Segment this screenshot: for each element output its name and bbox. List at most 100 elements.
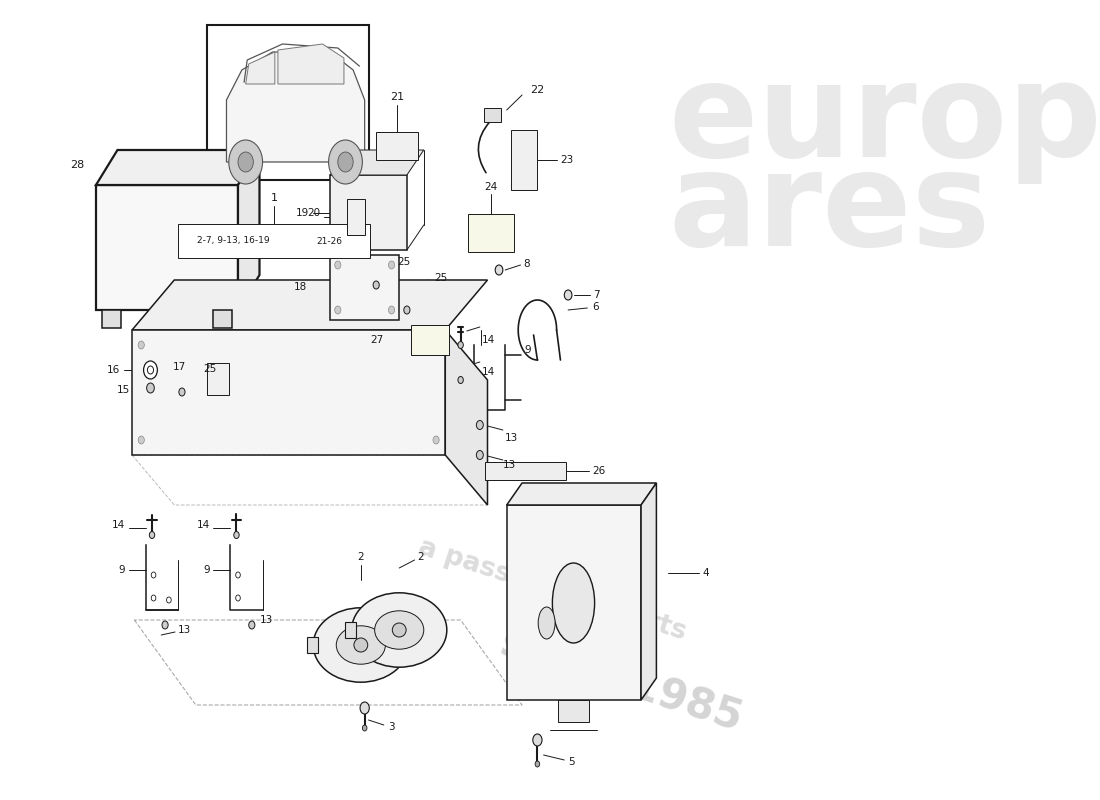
Bar <box>346 199 365 235</box>
Circle shape <box>433 341 439 349</box>
Text: 20: 20 <box>307 208 320 218</box>
Circle shape <box>495 265 503 275</box>
Polygon shape <box>278 44 344 84</box>
Bar <box>510 130 538 190</box>
Circle shape <box>388 306 395 314</box>
Polygon shape <box>132 280 487 330</box>
Circle shape <box>458 377 463 383</box>
Polygon shape <box>330 150 424 175</box>
Polygon shape <box>227 52 365 162</box>
Circle shape <box>458 342 463 349</box>
Polygon shape <box>245 52 275 84</box>
Bar <box>484 108 500 122</box>
Bar <box>207 25 368 180</box>
Text: a passion for parts: a passion for parts <box>416 534 690 646</box>
Circle shape <box>476 421 483 430</box>
Circle shape <box>166 597 172 603</box>
Ellipse shape <box>375 611 424 650</box>
Text: 13: 13 <box>505 433 518 443</box>
Circle shape <box>179 388 185 396</box>
Bar <box>330 255 399 320</box>
Circle shape <box>334 306 341 314</box>
Ellipse shape <box>337 626 385 664</box>
Circle shape <box>238 152 253 172</box>
Circle shape <box>373 281 380 289</box>
Bar <box>558 700 589 722</box>
Bar <box>469 214 515 252</box>
Polygon shape <box>641 483 657 700</box>
Text: 25: 25 <box>398 257 411 267</box>
Polygon shape <box>96 150 260 185</box>
Circle shape <box>234 531 239 538</box>
Text: 15: 15 <box>117 385 130 395</box>
Text: 21: 21 <box>389 92 404 102</box>
Text: 7: 7 <box>593 290 600 300</box>
Circle shape <box>235 595 240 601</box>
Polygon shape <box>446 330 487 505</box>
Circle shape <box>139 436 144 444</box>
Bar <box>485 462 565 480</box>
Circle shape <box>229 140 263 184</box>
Text: 14: 14 <box>112 520 125 530</box>
Text: since 1985: since 1985 <box>496 621 748 739</box>
Text: 9: 9 <box>204 565 210 575</box>
Ellipse shape <box>538 607 556 639</box>
Bar <box>345 622 356 638</box>
Circle shape <box>476 450 483 459</box>
Text: 28: 28 <box>70 160 85 170</box>
Text: 16: 16 <box>107 365 120 375</box>
Text: 2-7, 9-13, 16-19: 2-7, 9-13, 16-19 <box>198 237 271 246</box>
Bar <box>132 330 446 455</box>
Circle shape <box>433 436 439 444</box>
Bar <box>178 224 370 258</box>
Circle shape <box>150 531 155 538</box>
Text: 1: 1 <box>271 193 277 203</box>
Circle shape <box>151 572 156 578</box>
Bar <box>207 363 229 395</box>
Text: 14: 14 <box>196 520 210 530</box>
Text: 9: 9 <box>525 345 531 355</box>
Circle shape <box>362 725 367 731</box>
Text: 25: 25 <box>204 364 217 374</box>
Circle shape <box>147 366 154 374</box>
Ellipse shape <box>552 563 595 643</box>
Text: 4: 4 <box>703 567 710 578</box>
Circle shape <box>535 761 540 767</box>
Text: 14: 14 <box>482 335 495 345</box>
Text: 13: 13 <box>178 625 191 635</box>
Text: 9: 9 <box>119 565 125 575</box>
Ellipse shape <box>314 608 408 682</box>
Text: 3: 3 <box>387 722 394 732</box>
Text: 19: 19 <box>296 207 309 218</box>
Text: 25: 25 <box>433 273 447 283</box>
Text: 21-26: 21-26 <box>317 237 343 246</box>
Bar <box>213 310 232 328</box>
Circle shape <box>235 572 240 578</box>
Bar <box>507 505 641 700</box>
Text: 18: 18 <box>294 282 307 293</box>
Bar <box>102 310 121 328</box>
Text: 8: 8 <box>524 259 530 269</box>
Ellipse shape <box>354 638 367 652</box>
Circle shape <box>139 341 144 349</box>
Bar <box>410 325 449 355</box>
Bar <box>330 175 407 250</box>
Text: 13: 13 <box>260 615 273 625</box>
Text: 22: 22 <box>530 85 544 95</box>
Circle shape <box>388 261 395 269</box>
Text: 2: 2 <box>358 552 364 562</box>
Polygon shape <box>507 483 657 505</box>
Ellipse shape <box>352 593 447 667</box>
Circle shape <box>151 595 156 601</box>
Bar <box>96 185 238 310</box>
Circle shape <box>249 621 255 629</box>
Text: ares: ares <box>668 146 990 274</box>
Circle shape <box>144 361 157 379</box>
Circle shape <box>404 306 410 314</box>
Text: 13: 13 <box>503 460 516 470</box>
Text: 24: 24 <box>485 182 498 192</box>
Text: europ: europ <box>668 57 1100 183</box>
Text: 14: 14 <box>482 367 495 377</box>
Bar <box>376 132 418 160</box>
Circle shape <box>338 152 353 172</box>
